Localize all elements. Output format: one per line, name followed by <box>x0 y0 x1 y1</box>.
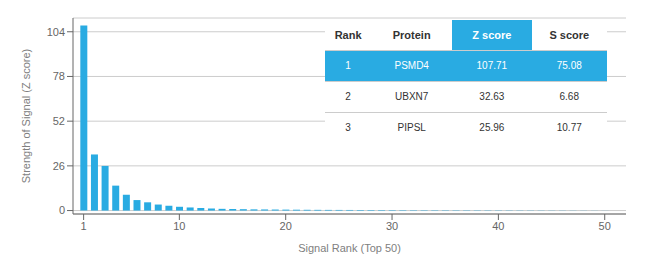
html-text:10.77: 10.77 <box>556 122 582 134</box>
svg-text:52: 52 <box>53 115 65 127</box>
html-text:25.96: 25.96 <box>479 122 505 134</box>
html-text:32.63: 32.63 <box>479 91 505 103</box>
svg-text:0: 0 <box>59 204 65 216</box>
html-text:75.08: 75.08 <box>556 60 582 72</box>
html-text:3: 3 <box>345 122 351 134</box>
svg-text:40: 40 <box>492 220 504 232</box>
svg-text:50: 50 <box>599 220 611 232</box>
html-text:6.68: 6.68 <box>559 91 579 103</box>
svg-text:10: 10 <box>173 220 185 232</box>
html-text:S score: S score <box>549 29 590 41</box>
svg-text:78: 78 <box>53 70 65 82</box>
html-text:PIPSL: PIPSL <box>397 122 426 134</box>
html-text:2: 2 <box>345 91 351 103</box>
svg-text:20: 20 <box>280 220 292 232</box>
html-text:Rank: Rank <box>334 29 362 41</box>
svg-text:104: 104 <box>47 26 65 38</box>
html-text:107.71: 107.71 <box>476 60 508 72</box>
svg-text:1: 1 <box>81 220 87 232</box>
html-text:1: 1 <box>345 60 351 72</box>
svg-text:Signal Rank (Top 50): Signal Rank (Top 50) <box>298 242 401 254</box>
html-text:Protein: Protein <box>392 29 431 41</box>
svg-text:Strength of Signal (Z score): Strength of Signal (Z score) <box>20 49 32 184</box>
html-text:Z score: Z score <box>472 29 512 41</box>
html-text:PSMD4: PSMD4 <box>394 60 429 72</box>
html-text:UBXN7: UBXN7 <box>395 91 429 103</box>
svg-text:26: 26 <box>53 160 65 172</box>
svg-text:30: 30 <box>386 220 398 232</box>
